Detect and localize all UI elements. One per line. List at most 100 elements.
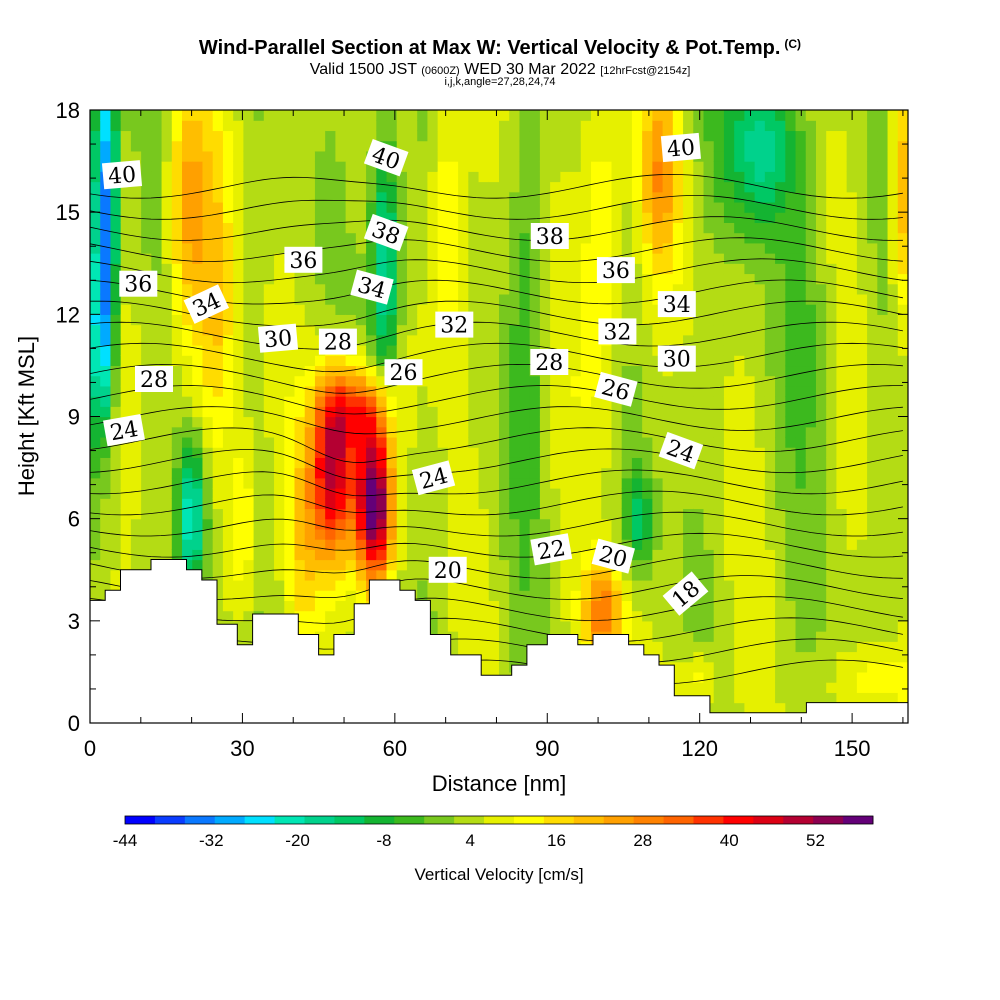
w-cell xyxy=(345,518,357,530)
w-cell xyxy=(621,416,633,428)
w-cell xyxy=(192,436,204,448)
w-cell xyxy=(212,406,224,418)
w-cell xyxy=(100,508,112,520)
w-cell xyxy=(509,651,521,663)
w-cell xyxy=(795,171,807,183)
w-cell xyxy=(652,539,664,550)
w-cell xyxy=(795,682,807,693)
w-cell xyxy=(672,201,684,213)
w-cell xyxy=(161,508,173,520)
w-cell xyxy=(182,161,193,172)
w-cell xyxy=(488,365,500,377)
w-cell xyxy=(805,263,817,275)
w-cell xyxy=(284,201,296,213)
w-cell xyxy=(355,406,367,418)
w-cell xyxy=(284,579,296,591)
w-cell xyxy=(826,283,838,295)
w-cell xyxy=(652,559,664,571)
w-cell xyxy=(775,590,786,601)
w-cell xyxy=(519,579,531,591)
w-cell xyxy=(723,579,735,591)
w-cell xyxy=(284,212,296,223)
w-cell xyxy=(253,110,265,121)
w-cell xyxy=(233,171,244,183)
w-cell xyxy=(376,130,388,142)
w-cell xyxy=(233,416,244,428)
w-cell xyxy=(734,631,745,642)
w-cell xyxy=(631,416,643,428)
w-cell xyxy=(458,334,469,346)
w-cell xyxy=(693,304,705,315)
w-cell xyxy=(447,181,459,193)
w-cell xyxy=(560,385,572,397)
w-cell xyxy=(836,559,848,571)
w-cell xyxy=(550,396,561,407)
w-cell xyxy=(488,385,500,397)
w-cell xyxy=(580,242,592,254)
w-cell xyxy=(151,263,163,275)
w-cell xyxy=(734,355,745,367)
w-cell xyxy=(744,518,756,530)
w-cell xyxy=(805,130,817,142)
w-cell xyxy=(826,692,838,704)
w-cell xyxy=(509,222,521,234)
w-cell xyxy=(284,120,296,132)
w-cell xyxy=(734,242,745,254)
w-cell xyxy=(539,447,551,458)
w-cell xyxy=(815,518,827,530)
w-cell xyxy=(539,508,551,520)
w-cell xyxy=(846,682,858,693)
w-cell xyxy=(304,457,316,469)
w-cell xyxy=(447,191,459,203)
w-cell xyxy=(652,355,664,367)
w-cell xyxy=(897,651,908,663)
w-cell xyxy=(621,447,633,458)
w-cell xyxy=(754,263,766,275)
w-cell xyxy=(764,212,776,223)
w-cell xyxy=(734,457,745,469)
w-cell xyxy=(151,498,163,510)
w-cell xyxy=(345,201,357,213)
w-cell xyxy=(437,273,449,285)
w-cell xyxy=(723,191,735,203)
w-cell xyxy=(519,120,531,132)
w-cell xyxy=(192,406,204,418)
w-cell xyxy=(877,232,889,244)
w-cell xyxy=(570,355,582,367)
w-cell xyxy=(611,406,623,418)
w-cell xyxy=(263,150,275,162)
w-cell xyxy=(539,600,551,612)
w-cell xyxy=(222,355,234,367)
w-cell xyxy=(642,641,653,653)
w-cell xyxy=(274,569,285,581)
w-cell xyxy=(366,334,377,346)
w-cell xyxy=(826,253,838,264)
w-cell xyxy=(601,130,613,142)
w-cell xyxy=(304,620,316,632)
w-cell xyxy=(182,355,193,367)
w-cell xyxy=(233,385,244,397)
w-cell xyxy=(325,559,336,571)
w-cell xyxy=(591,263,602,275)
w-cell xyxy=(826,671,838,683)
w-cell xyxy=(396,212,408,223)
w-cell xyxy=(212,140,224,152)
w-cell xyxy=(815,283,827,295)
w-cell xyxy=(723,590,735,601)
w-cell xyxy=(693,569,705,581)
w-cell xyxy=(591,232,602,244)
w-cell xyxy=(202,569,214,581)
w-cell xyxy=(233,549,244,561)
w-cell xyxy=(130,304,142,315)
w-cell xyxy=(805,436,817,448)
w-cell xyxy=(427,293,439,305)
w-cell xyxy=(703,488,715,499)
w-cell xyxy=(325,416,336,428)
theta-label: 38 xyxy=(363,213,409,252)
w-cell xyxy=(683,222,694,234)
w-cell xyxy=(478,242,490,254)
w-cell xyxy=(141,457,152,469)
w-cell xyxy=(887,253,899,264)
w-cell xyxy=(805,641,817,653)
